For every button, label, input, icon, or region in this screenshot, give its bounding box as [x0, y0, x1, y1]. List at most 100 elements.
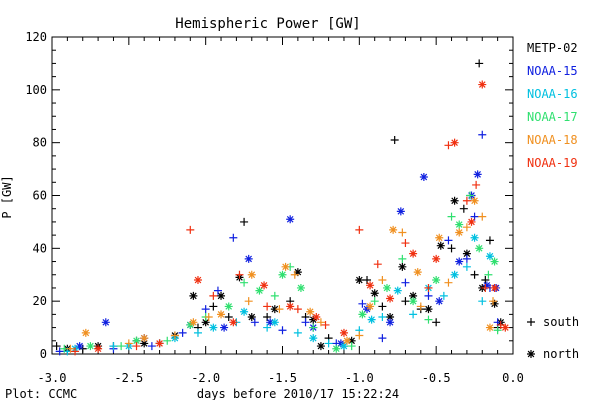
data-point-north	[398, 262, 407, 271]
data-point-south	[485, 236, 494, 245]
y-axis: 0 20 40 60 80 100 120	[25, 30, 513, 361]
data-point-north	[409, 249, 418, 258]
data-point-north	[435, 297, 444, 306]
data-point-south	[204, 313, 213, 322]
data-point-south	[370, 297, 379, 306]
data-point-south	[193, 328, 202, 337]
data-point-south	[481, 283, 490, 292]
data-point-north	[286, 302, 295, 311]
data-point-south	[244, 297, 253, 306]
data-point-south	[478, 130, 487, 139]
legend-entry: NOAA-18	[527, 133, 578, 147]
data-point-south	[229, 233, 238, 242]
data-point-north	[94, 344, 103, 353]
data-point-north	[424, 305, 433, 314]
chart-title: Hemispheric Power [GW]	[175, 16, 360, 32]
y-tick-label: 100	[25, 83, 47, 97]
data-point-north	[224, 302, 233, 311]
data-point-north	[358, 310, 367, 319]
data-point-south	[178, 328, 187, 337]
legend: METP-02 NOAA-15 NOAA-16 NOAA-17 NOAA-18 NOAA-…	[527, 41, 578, 170]
data-point-south	[478, 212, 487, 221]
data-point-south	[465, 191, 474, 200]
data-point-north	[386, 313, 395, 322]
data-point-south	[475, 59, 484, 68]
data-point-north	[306, 307, 315, 316]
data-point-south	[358, 299, 367, 308]
data-point-north	[409, 297, 418, 306]
data-point-south	[462, 196, 471, 205]
series-noaa-16	[63, 233, 494, 356]
data-point-south	[278, 326, 287, 335]
data-point-north	[189, 318, 198, 327]
data-point-north	[386, 318, 395, 327]
data-point-north	[347, 336, 356, 345]
data-point-north	[343, 336, 352, 345]
y-tick-label: 40	[33, 241, 47, 255]
series-noaa-15	[55, 130, 502, 356]
hemisphere-legend: south north	[527, 315, 579, 361]
legend-entry: NOAA-15	[527, 64, 578, 78]
data-point-north	[475, 244, 484, 253]
data-point-south	[432, 318, 441, 327]
series-noaa-17	[60, 191, 502, 353]
data-point-south	[378, 334, 387, 343]
data-point-north	[140, 334, 149, 343]
data-point-south	[163, 336, 172, 345]
data-point-south	[270, 291, 279, 300]
data-point-south	[484, 270, 493, 279]
data-point-south	[316, 318, 325, 327]
data-point-north	[467, 217, 476, 226]
data-point-north	[485, 252, 494, 261]
data-point-south	[301, 318, 310, 327]
data-point-north	[370, 289, 379, 298]
data-point-north	[355, 276, 364, 285]
data-point-north	[339, 328, 348, 337]
data-point-north	[473, 170, 482, 179]
data-point-south	[378, 302, 387, 311]
data-point-north	[501, 323, 510, 332]
data-point-south	[424, 283, 433, 292]
data-point-north	[255, 286, 264, 295]
data-point-north	[432, 276, 441, 285]
y-tick-label: 0	[40, 347, 47, 361]
data-point-south	[170, 331, 179, 340]
x-tick-label: 0.0	[502, 371, 524, 385]
data-point-south	[444, 236, 453, 245]
data-points	[52, 59, 510, 356]
x-tick-label: -1.0	[345, 371, 374, 385]
data-point-south	[224, 313, 233, 322]
data-point-south	[462, 262, 471, 271]
data-point-south	[309, 323, 318, 332]
data-point-south	[401, 297, 410, 306]
data-point-north	[450, 196, 459, 205]
data-point-north	[217, 310, 226, 319]
data-point-south	[109, 342, 118, 351]
data-point-north	[220, 323, 229, 332]
data-point-south	[213, 286, 222, 295]
data-point-north	[490, 257, 499, 266]
data-point-north	[293, 268, 302, 277]
y-axis-label: P [GW]	[0, 175, 14, 218]
x-tick-label: -1.5	[268, 371, 297, 385]
data-point-north	[470, 233, 479, 242]
data-point-north	[366, 302, 375, 311]
data-point-south	[240, 278, 249, 287]
data-point-north	[193, 276, 202, 285]
data-point-north	[240, 307, 249, 316]
x-tick-label: -3.0	[38, 371, 67, 385]
data-point-south	[378, 313, 387, 322]
data-point-south	[240, 217, 249, 226]
data-point-north	[332, 344, 341, 353]
data-point-south	[55, 347, 64, 356]
data-point-north	[101, 318, 110, 327]
data-point-south	[444, 278, 453, 287]
data-point-north	[386, 294, 395, 303]
data-point-south	[401, 239, 410, 248]
data-point-south	[201, 305, 210, 314]
data-point-north	[316, 342, 325, 351]
data-point-south	[355, 225, 364, 234]
data-point-north	[260, 281, 269, 290]
data-point-south	[462, 223, 471, 232]
